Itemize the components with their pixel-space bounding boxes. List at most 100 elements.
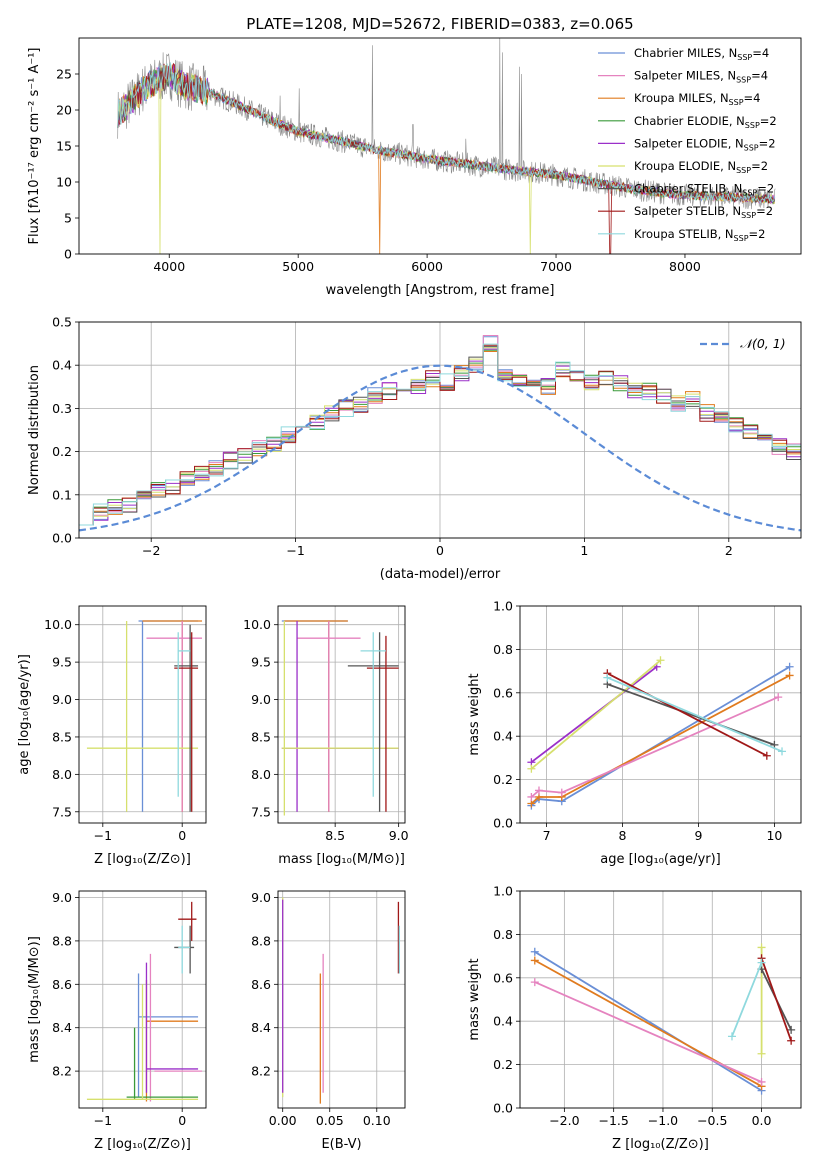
y-tick-label: 0.3 [52,401,72,416]
x-tick-label: 0.05 [316,1113,344,1128]
x-tick-label: −2 [142,543,160,558]
mass-weight-vs-z-x-label: Z [log₁₀(Z/Z⊙)] [612,1137,709,1152]
legend-label: Chabrier MILES, NSSP=4 [634,46,769,62]
axes-frame [277,605,406,824]
y-tick-label: 15 [56,139,72,154]
y-tick-label: 0.0 [493,1101,513,1116]
series-marker [656,656,665,665]
residual-histogram-salpeter-elodie [79,348,801,526]
data-point [137,973,199,1098]
normal-curve [79,364,801,532]
residual-histogram-kroupa-stelib [79,343,801,526]
mass-vs-z-plot-area [86,901,203,1102]
y-tick-label: 0.5 [52,315,72,330]
x-tick-label: 8000 [669,259,701,274]
spectrum-legend: Chabrier MILES, NSSP=4 Salpeter MILES, NS… [598,46,777,243]
axes-frame [519,890,802,1109]
series-marker [774,693,783,702]
x-tick-label: 8 [619,828,627,843]
legend-label: Salpeter MILES, NSSP=4 [634,69,768,85]
model-spectrum-salpeter-stelib [117,62,776,254]
y-tick-label: 9.0 [52,692,72,707]
y-tick-label: 8.0 [251,767,271,782]
legend-label: 𝒩(0, 1) [740,336,786,351]
y-tick-label: 10.0 [243,617,271,632]
x-tick-label: −1 [286,543,304,558]
legend-label: Kroupa ELODIE, NSSP=2 [634,159,768,175]
spectrum-panel: 4000 5000 6000 7000 8000 0 5 10 15 20 25 Chabrier M… [27,37,802,298]
x-tick-label: 7000 [540,259,572,274]
y-tick-label: 0.4 [52,358,72,373]
mass-weight-vs-z-panel: −2.0 −1.5 −1.0 −0.5 0.0 0.0 0.2 0.4 0.6 0.8 1.0 Z [… [467,884,802,1152]
axes-frame [78,321,802,539]
y-tick-label: 8.2 [251,1064,271,1079]
axes-frame [277,890,406,1109]
mass-weight-vs-age-y-label: mass weight [467,673,482,755]
residuals-x-label: (data-model)/error [380,567,501,582]
y-tick-label: 8.5 [52,729,72,744]
axes-frame [78,890,207,1109]
y-tick-label: 25 [56,67,72,82]
series-marker [762,751,771,760]
data-point [146,620,203,812]
y-tick-label: 8.8 [251,933,271,948]
x-tick-label: 10 [766,828,782,843]
data-point [138,620,199,812]
y-tick-label: 0.6 [493,685,513,700]
data-point [178,901,197,941]
y-tick-label: 9.0 [251,890,271,905]
data-point [145,962,199,1093]
y-tick-label: 8.0 [52,767,72,782]
legend-label: Salpeter STELIB, NSSP=2 [634,204,773,220]
mass-vs-z-x-label: Z [log₁₀(Z/Z⊙)] [94,1137,191,1152]
y-tick-label: 0.0 [493,816,513,831]
y-tick-label: 0.2 [493,772,513,787]
legend-label: Kroupa MILES, NSSP=4 [634,91,760,107]
legend-label: Chabrier ELODIE, NSSP=2 [634,114,777,130]
series-marker [530,956,539,965]
data-point [126,1027,199,1100]
x-tick-label: 5000 [282,259,314,274]
mass-weight-vs-z-y-label: mass weight [467,958,482,1040]
x-tick-label: 7 [543,828,551,843]
axes-frame [519,605,802,824]
y-tick-label: 0.6 [493,970,513,985]
series-marker [757,1049,766,1058]
mass-weight-vs-z-plot-area [530,943,796,1095]
x-tick-label: 0 [178,828,186,843]
spectrum-plot-area [117,38,776,254]
mass-weight-vs-age-plot-area [527,656,794,810]
residual-histogram-kroupa-elodie [79,347,801,526]
mass-weight-vs-z-grid [520,890,801,1109]
y-tick-label: 1.0 [493,599,513,614]
y-tick-label: 0.2 [52,444,72,459]
series-line-chabrier-miles [530,666,791,807]
series-marker [785,662,794,671]
series-marker [527,764,536,773]
series-line-chabrier-miles [534,951,763,1092]
data-point [284,620,348,812]
residual-histogram-kroupa-miles [79,351,801,526]
mass-weight-vs-age-panel: 7 8 9 10 0.0 0.2 0.4 0.6 0.8 1.0 age [log₁₀(age/yr… [467,599,802,867]
y-tick-label: 8.6 [52,977,72,992]
data-point [86,620,199,812]
series-line-kroupa-elodie [530,659,662,770]
age-vs-z-plot-area [86,620,203,812]
y-tick-label: 8.8 [52,933,72,948]
series-line-salpeter-stelib [606,672,768,757]
data-point [149,953,203,1102]
series-marker [787,1025,796,1034]
x-tick-label: −1.5 [598,1113,628,1128]
mass-vs-z-panel: −1 0 8.2 8.4 8.6 8.8 9.0 Z [log₁₀(Z/Z⊙)] mass [l… [27,890,207,1152]
series-marker [727,1032,736,1041]
data-point [281,620,348,812]
series-marker [757,943,766,952]
y-tick-label: 8.4 [52,1020,72,1035]
x-tick-label: 9 [694,828,702,843]
x-tick-label: −0.5 [697,1113,727,1128]
spectrum-y-label: Flux [fλ10⁻¹⁷ erg cm⁻² s⁻¹ A⁻¹] [27,48,42,245]
series-marker [527,792,536,801]
y-tick-label: 10.0 [44,617,72,632]
